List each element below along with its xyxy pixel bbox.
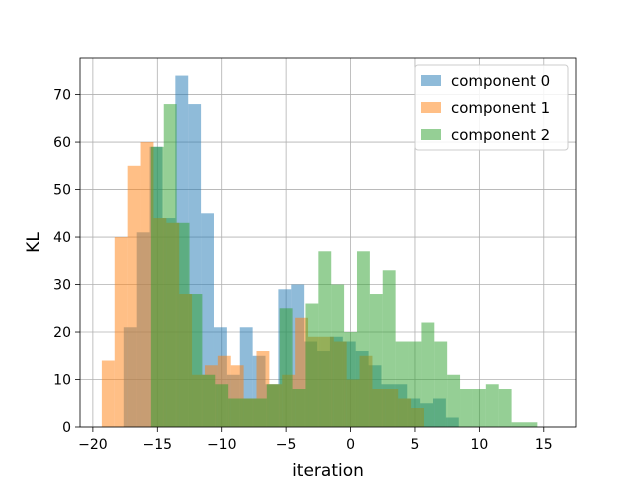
legend-swatch: [421, 75, 441, 86]
legend-swatch: [421, 102, 441, 113]
histogram-bar: [356, 251, 370, 427]
histogram-bar: [408, 341, 422, 427]
legend-swatch: [421, 129, 441, 140]
histogram-bar: [101, 360, 115, 427]
legend-label: component 1: [451, 99, 550, 117]
histogram-bar: [318, 251, 332, 427]
x-tick-label: 10: [470, 437, 488, 453]
histogram-bar: [266, 384, 280, 427]
histogram-bar: [369, 294, 383, 427]
histogram-bar: [331, 284, 345, 427]
histogram-bar: [279, 308, 293, 427]
histogram-bar: [140, 142, 154, 427]
legend: component 0 component 1 component 2: [414, 64, 569, 151]
histogram-bar: [292, 389, 306, 427]
y-tick-label: 30: [53, 278, 71, 294]
histogram-bar: [241, 398, 254, 427]
y-tick-label: 70: [53, 88, 71, 104]
y-tick-label: 60: [53, 135, 71, 151]
axis-ticks: −20 −15 −10 −5 0 5 10 15 0 10 20 30 40 50 60 70: [53, 88, 553, 453]
x-tick-label: 15: [535, 437, 553, 453]
histogram-bar: [447, 374, 461, 427]
histogram-bar: [253, 398, 267, 427]
histogram-bar: [215, 384, 229, 427]
histogram-bar: [305, 303, 319, 427]
histogram-bar: [434, 341, 448, 427]
legend-label: component 2: [451, 126, 550, 144]
x-tick-label: −20: [78, 437, 108, 453]
histogram-bar: [150, 146, 164, 427]
x-tick-label: −5: [276, 437, 297, 453]
histogram-bar: [485, 384, 499, 427]
histogram-bar: [344, 332, 357, 427]
histogram-bar: [395, 341, 409, 427]
legend-label: component 0: [451, 72, 550, 90]
histogram-bar: [114, 237, 128, 427]
y-tick-label: 0: [62, 420, 71, 436]
histogram-bar: [421, 322, 435, 427]
y-tick-label: 20: [53, 325, 71, 341]
y-axis-label: KL: [24, 232, 44, 253]
histogram-bar: [382, 270, 396, 427]
histogram-bar: [524, 422, 538, 427]
x-tick-label: 5: [411, 437, 420, 453]
y-tick-label: 50: [53, 183, 71, 199]
histogram-bar: [127, 165, 141, 427]
legend-box: [414, 64, 569, 151]
series-2: [150, 104, 538, 427]
histogram-bar: [511, 422, 525, 427]
histogram-bar: [163, 104, 177, 427]
histogram-bar: [189, 294, 203, 427]
histogram-bar: [228, 398, 242, 427]
x-tick-label: −15: [143, 437, 173, 453]
y-tick-label: 10: [53, 373, 71, 389]
y-tick-label: 40: [53, 230, 71, 246]
histogram-bar: [176, 222, 190, 427]
x-tick-label: −10: [207, 437, 237, 453]
histogram-bar: [472, 389, 486, 427]
histogram-bar: [460, 389, 473, 427]
bars: [101, 75, 538, 428]
histogram-bar: [202, 374, 216, 427]
x-tick-label: 0: [346, 437, 355, 453]
x-axis-label: iteration: [292, 461, 364, 480]
histogram-bar: [498, 389, 512, 427]
plot-frame: [79, 57, 577, 428]
